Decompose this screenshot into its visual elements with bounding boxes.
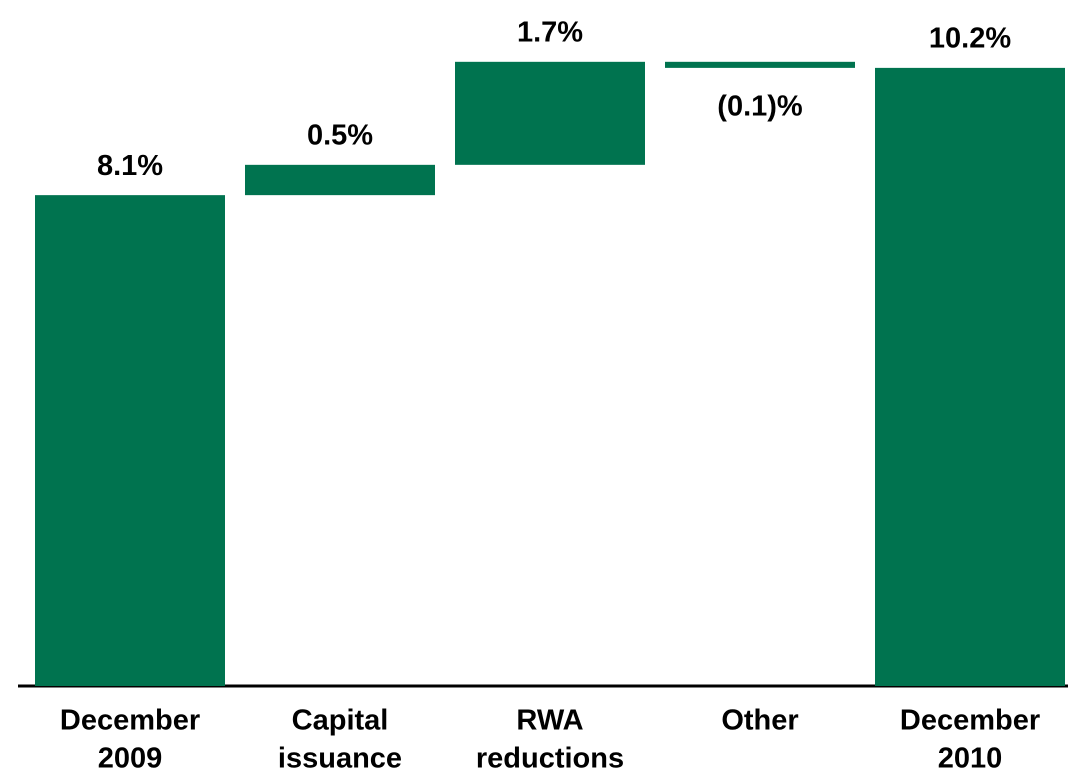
x-tick-label: Other bbox=[721, 705, 798, 737]
x-tick-label: Capital bbox=[292, 705, 389, 737]
x-tick-label: issuance bbox=[278, 743, 402, 775]
x-tick-label: 2010 bbox=[938, 743, 1003, 775]
x-tick-label: December bbox=[60, 705, 200, 737]
x-tick-label: reductions bbox=[476, 743, 624, 775]
bar bbox=[245, 164, 435, 196]
x-tick-label: 2009 bbox=[98, 743, 163, 775]
value-label: 1.7% bbox=[517, 16, 583, 48]
value-label: 8.1% bbox=[97, 150, 163, 182]
x-tick-label: December bbox=[900, 705, 1040, 737]
bar bbox=[665, 61, 855, 68]
bar bbox=[455, 61, 645, 165]
bar bbox=[875, 67, 1065, 686]
value-label: 0.5% bbox=[307, 119, 373, 151]
bar bbox=[35, 195, 225, 686]
value-label: (0.1)% bbox=[717, 91, 803, 123]
x-tick-label: RWA bbox=[516, 705, 583, 737]
value-label: 10.2% bbox=[929, 23, 1011, 55]
